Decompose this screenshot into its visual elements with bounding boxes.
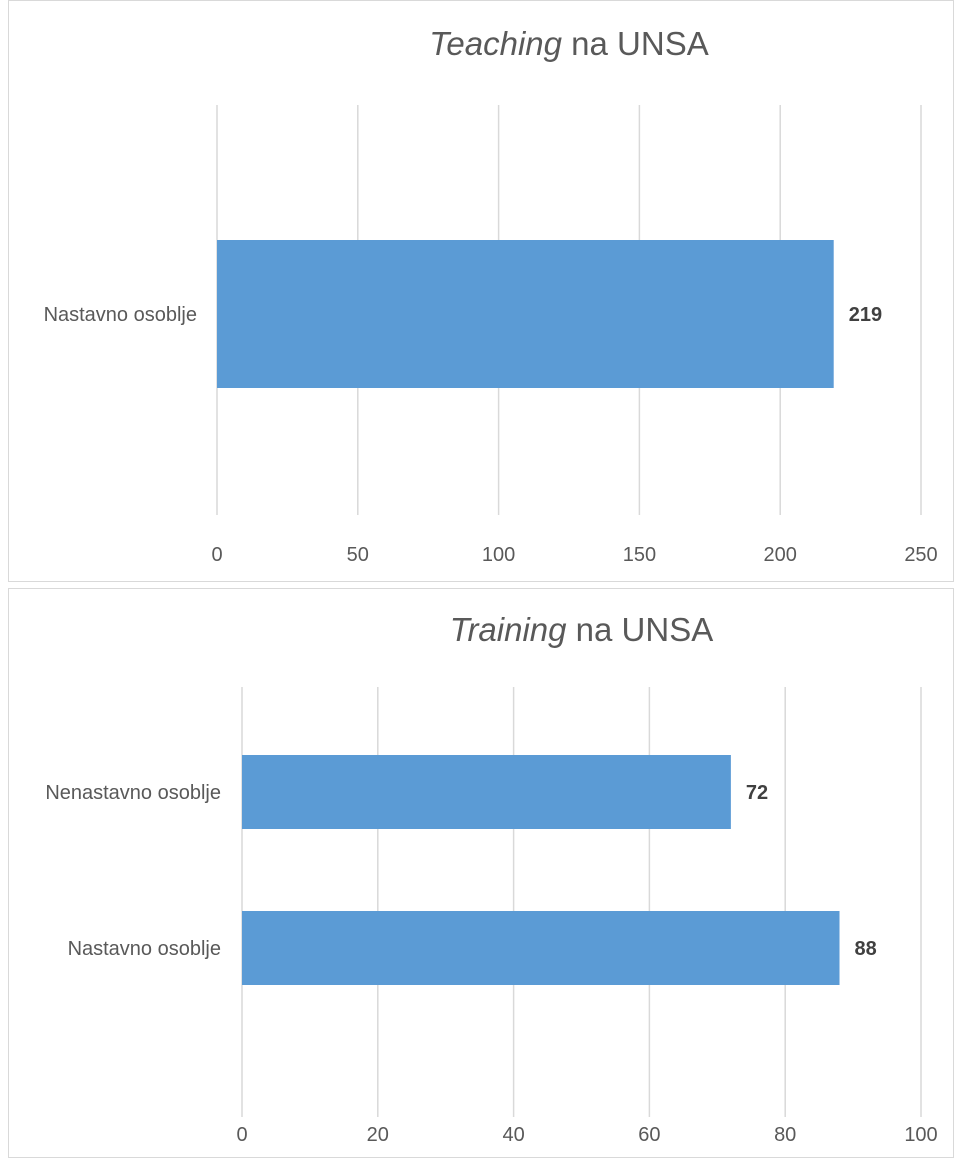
teaching-tick-label: 150: [623, 544, 656, 566]
teaching-bar: [217, 240, 834, 388]
teaching-title-italic: Teaching: [429, 25, 562, 62]
training-bar: [242, 755, 731, 829]
teaching-chart-title: Teaching na UNSA: [429, 25, 708, 62]
training-category-label: Nastavno osoblje: [68, 938, 221, 960]
teaching-data-label: 219: [849, 304, 882, 326]
training-data-label: 72: [746, 782, 768, 804]
training-tick-label: 60: [638, 1124, 660, 1146]
teaching-chart-panel: Teaching na UNSA 0 50 100 150 200 250 Nastavno …: [8, 0, 954, 582]
training-chart-panel: Training na UNSA 0 20 40 60 80 100 Nenastavno o…: [8, 588, 954, 1158]
teaching-chart: Teaching na UNSA 0 50 100 150 200 250 Nastavno …: [44, 25, 938, 566]
training-tick-label: 40: [502, 1124, 524, 1146]
training-chart: Training na UNSA 0 20 40 60 80 100 Nenastavno o…: [45, 611, 937, 1146]
training-title-italic: Training: [450, 611, 567, 648]
teaching-tick-label: 100: [482, 544, 515, 566]
training-category-label: Nenastavno osoblje: [45, 782, 221, 804]
training-tick-label: 80: [774, 1124, 796, 1146]
teaching-tick-label: 50: [347, 544, 369, 566]
teaching-tick-label: 200: [764, 544, 797, 566]
training-tick-label: 100: [904, 1124, 937, 1146]
training-bar: [242, 911, 840, 985]
training-chart-title: Training na UNSA: [450, 611, 714, 648]
teaching-tick-label: 250: [904, 544, 937, 566]
teaching-tick-label: 0: [211, 544, 222, 566]
training-tick-label: 0: [236, 1124, 247, 1146]
training-data-label: 88: [855, 938, 877, 960]
teaching-title-rest: na UNSA: [562, 25, 709, 62]
teaching-category-label: Nastavno osoblje: [44, 304, 197, 326]
training-title-rest: na UNSA: [567, 611, 714, 648]
training-tick-label: 20: [367, 1124, 389, 1146]
